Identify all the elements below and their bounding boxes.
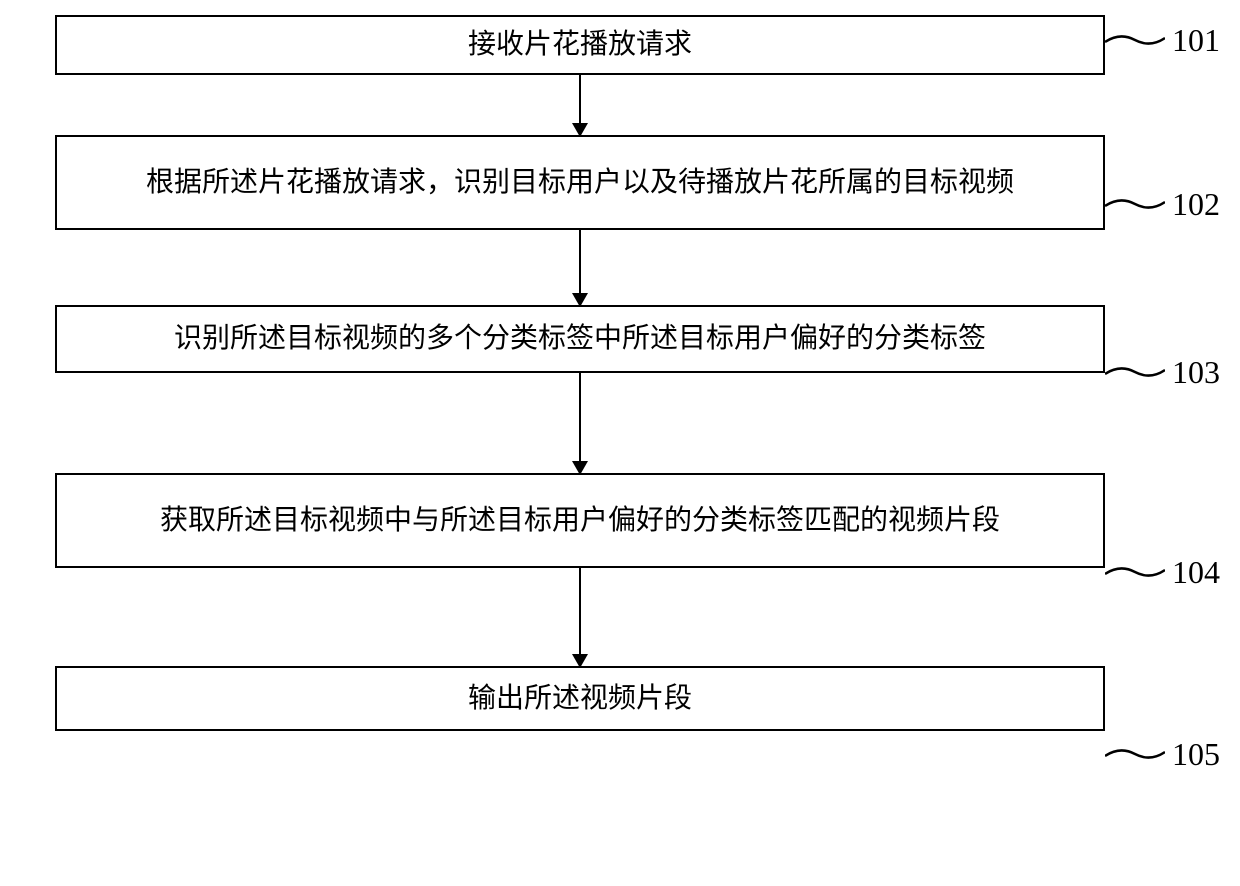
step-label-105: 105 xyxy=(1172,736,1220,773)
step-box-104: 获取所述目标视频中与所述目标用户偏好的分类标签匹配的视频片段 xyxy=(55,473,1105,568)
tilde-connector-101 xyxy=(1105,30,1165,50)
step-label-103: 103 xyxy=(1172,354,1220,391)
arrow-3 xyxy=(55,373,1105,473)
arrow-4 xyxy=(55,568,1105,666)
step-box-101: 接收片花播放请求 xyxy=(55,15,1105,75)
tilde-connector-104 xyxy=(1105,562,1165,582)
step-label-101: 101 xyxy=(1172,22,1220,59)
tilde-connector-103 xyxy=(1105,362,1165,382)
step-text-104: 获取所述目标视频中与所述目标用户偏好的分类标签匹配的视频片段 xyxy=(160,500,1000,542)
step-box-103: 识别所述目标视频的多个分类标签中所述目标用户偏好的分类标签 xyxy=(55,305,1105,373)
step-box-105: 输出所述视频片段 xyxy=(55,666,1105,731)
step-text-102: 根据所述片花播放请求，识别目标用户以及待播放片花所属的目标视频 xyxy=(146,162,1014,204)
flowchart-container: 接收片花播放请求 根据所述片花播放请求，识别目标用户以及待播放片花所属的目标视频… xyxy=(55,15,1105,731)
arrow-1 xyxy=(55,75,1105,135)
tilde-connector-102 xyxy=(1105,194,1165,214)
step-text-101: 接收片花播放请求 xyxy=(468,24,692,66)
arrow-2 xyxy=(55,230,1105,305)
tilde-connector-105 xyxy=(1105,744,1165,764)
step-text-103: 识别所述目标视频的多个分类标签中所述目标用户偏好的分类标签 xyxy=(174,318,986,360)
step-label-102: 102 xyxy=(1172,186,1220,223)
step-label-104: 104 xyxy=(1172,554,1220,591)
step-box-102: 根据所述片花播放请求，识别目标用户以及待播放片花所属的目标视频 xyxy=(55,135,1105,230)
step-text-105: 输出所述视频片段 xyxy=(468,678,692,720)
